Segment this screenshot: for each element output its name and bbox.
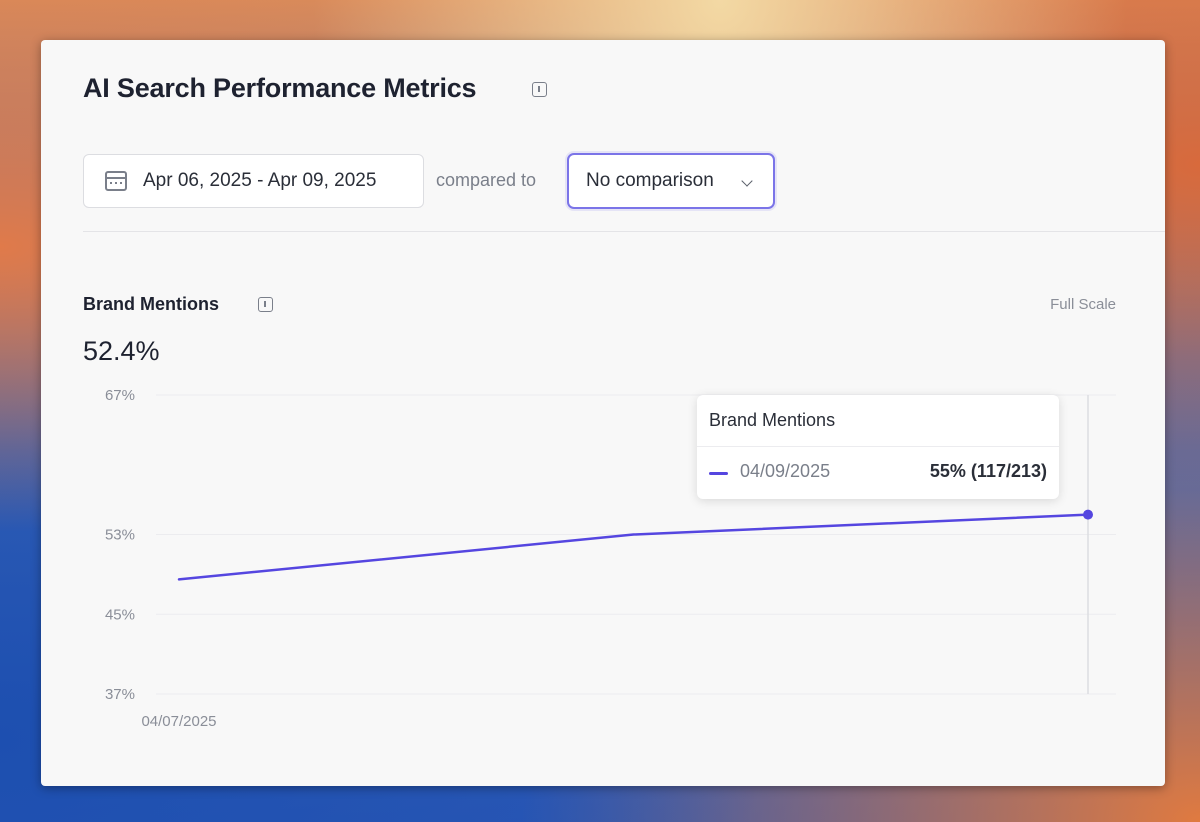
highlighted-data-point[interactable] <box>1083 509 1093 520</box>
metric-value: 52.4% <box>83 336 160 366</box>
x-axis-ticks: 04/07/2025 <box>141 713 216 730</box>
metric-title: Brand Mentions <box>83 294 220 314</box>
y-axis-ticks: 37% 45% 53% 67% <box>105 387 135 703</box>
comparison-select[interactable]: No comparison <box>567 153 775 209</box>
tooltip-title: Brand Mentions <box>697 395 1059 447</box>
y-tick-label: 53% <box>105 527 135 544</box>
page-title: AI Search Performance Metrics <box>83 73 477 103</box>
tooltip-row: 04/09/2025 55% (117/213) <box>697 447 1059 499</box>
data-points <box>1083 509 1093 520</box>
line-chart[interactable]: 37% 45% 53% 67% 04/07/2025 <box>41 40 1165 786</box>
y-tick-label: 37% <box>105 686 135 703</box>
info-icon[interactable] <box>532 82 547 97</box>
metrics-card: AI Search Performance Metrics Apr 06, 20… <box>41 40 1165 786</box>
date-range-picker[interactable]: Apr 06, 2025 - Apr 09, 2025 <box>83 154 424 208</box>
legend-swatch <box>709 472 728 475</box>
comparison-value: No comparison <box>586 170 714 191</box>
tooltip-value: 55% (117/213) <box>929 461 1047 481</box>
divider <box>83 231 1165 232</box>
y-tick-label: 67% <box>105 387 135 404</box>
series-line-brand-mentions <box>177 513 1090 581</box>
x-tick-label: 04/07/2025 <box>141 713 216 730</box>
compared-to-label: compared to <box>436 170 537 190</box>
calendar-icon <box>105 171 127 191</box>
y-tick-label: 45% <box>105 606 135 623</box>
date-range-label: Apr 06, 2025 - Apr 09, 2025 <box>143 170 377 191</box>
chart-tooltip: Brand Mentions 04/09/2025 55% (117/213) <box>697 395 1059 499</box>
full-scale-toggle[interactable]: Full Scale <box>1050 296 1116 313</box>
metric-info-icon[interactable] <box>258 297 273 312</box>
tooltip-date: 04/09/2025 <box>740 461 831 481</box>
